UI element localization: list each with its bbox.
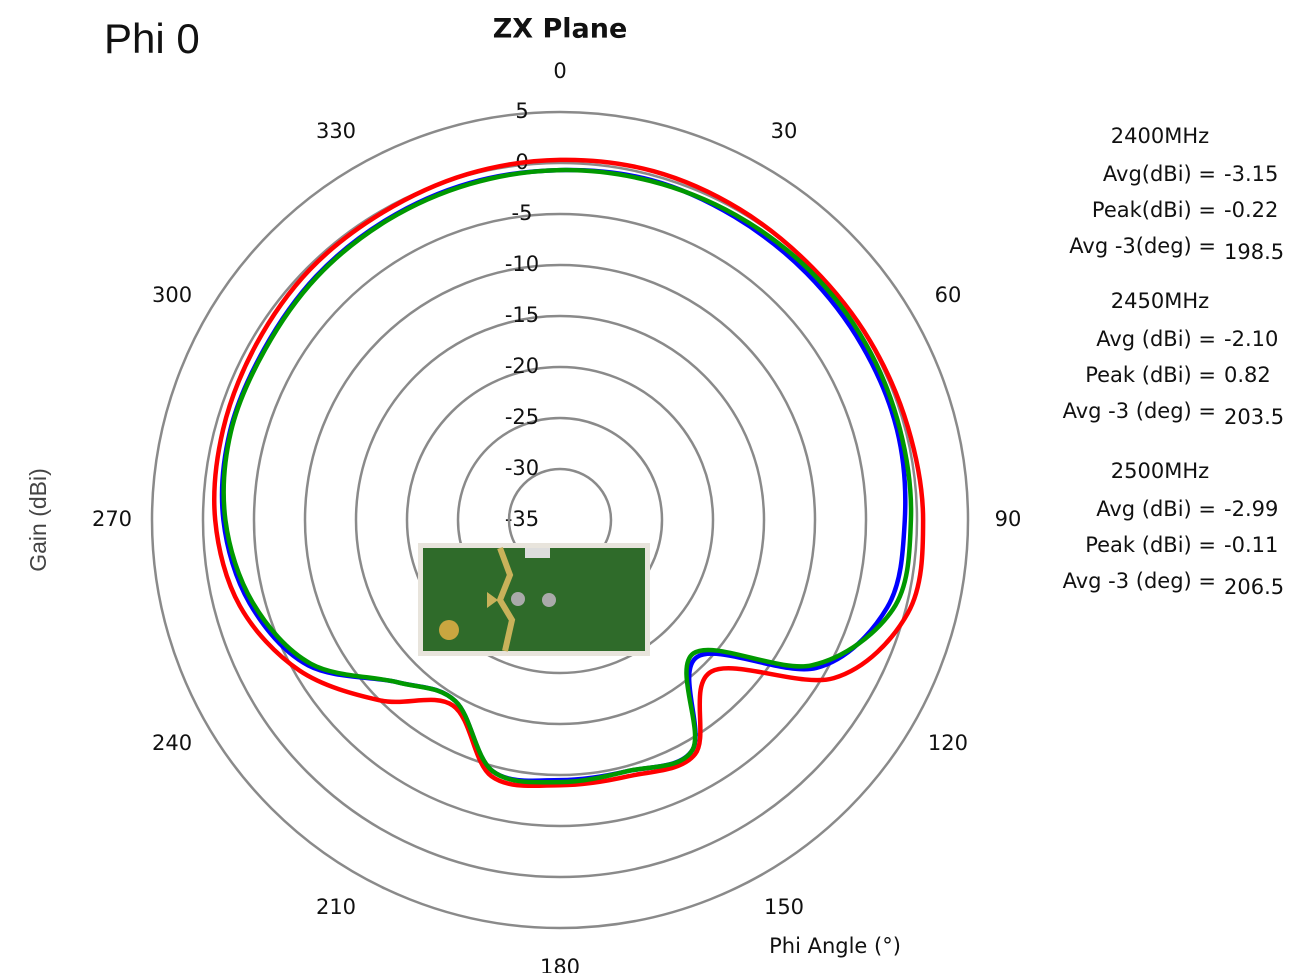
angle-tick-label: 330 — [316, 119, 356, 143]
stat-label: Avg (dBi) = — [1096, 327, 1216, 351]
curves — [212, 157, 926, 789]
gain-curve — [221, 167, 914, 785]
angle-tick-label: 30 — [771, 119, 798, 143]
stat-label: Avg(dBi) = — [1103, 162, 1216, 186]
legend-header: 2400MHz — [1111, 124, 1209, 148]
pcb-part — [542, 593, 556, 607]
radial-tick-label: 5 — [515, 99, 528, 123]
x-axis-label: Phi Angle (°) — [769, 934, 901, 958]
stat-label: Avg (dBi) = — [1096, 497, 1216, 521]
angle-tick-label: 270 — [92, 507, 132, 531]
grid-ring — [303, 263, 817, 777]
gain-curve — [212, 157, 926, 789]
pcb-pad — [439, 620, 459, 640]
grid-ring — [354, 314, 766, 726]
radial-tick-label: -10 — [505, 252, 539, 276]
stat-value: -2.99 — [1224, 497, 1278, 521]
stat-label: Avg -3(deg) = — [1069, 234, 1216, 258]
angle-tick-label: 60 — [935, 283, 962, 307]
angle-tick-label: 150 — [764, 895, 804, 919]
stat-label: Peak (dBi) = — [1085, 533, 1216, 557]
grid: 0306090120150180210240270300330-35-30-25… — [92, 59, 1021, 973]
stat-label: Avg -3 (deg) = — [1063, 569, 1216, 593]
angle-tick-label: 210 — [316, 895, 356, 919]
pcb-arrow — [487, 592, 498, 608]
chart-title: ZX Plane — [493, 14, 628, 45]
radial-tick-label: -15 — [505, 303, 539, 327]
radial-tick-label: -25 — [505, 405, 539, 429]
radial-tick-label: -5 — [512, 201, 533, 225]
angle-tick-label: 300 — [152, 283, 192, 307]
grid-ring — [405, 365, 715, 675]
y-axis-label: Gain (dBi) — [25, 468, 51, 572]
pcb-connector — [525, 548, 550, 558]
angle-tick-label: 120 — [928, 731, 968, 755]
stat-label: Peak(dBi) = — [1092, 198, 1216, 222]
pcb-trace — [496, 546, 516, 652]
stat-value: 0.82 — [1224, 363, 1271, 387]
angle-tick-label: 0 — [553, 59, 566, 83]
stat-value: 198.5 — [1224, 240, 1284, 264]
radial-tick-label: -30 — [505, 456, 539, 480]
grid-ring — [201, 161, 919, 879]
stat-value: -0.11 — [1224, 533, 1278, 557]
stat-value: -0.22 — [1224, 198, 1278, 222]
angle-tick-label: 240 — [152, 731, 192, 755]
pcb-photo — [418, 543, 650, 656]
stat-value: -2.10 — [1224, 327, 1278, 351]
grid-ring — [150, 110, 970, 930]
stat-value: -3.15 — [1224, 162, 1278, 186]
plane-label: Phi 0 — [104, 15, 200, 62]
grid-ring — [252, 212, 868, 828]
angle-tick-label: 90 — [995, 507, 1022, 531]
legend-header: 2450MHz — [1111, 289, 1209, 313]
legend-header: 2500MHz — [1111, 459, 1209, 483]
stat-value: 203.5 — [1224, 405, 1284, 429]
stats: 2400MHz Avg(dBi) = -3.15 Peak(dBi) = -0.22 Av… — [1063, 124, 1285, 599]
radial-tick-label: -20 — [505, 354, 539, 378]
stat-label: Avg -3 (deg) = — [1063, 399, 1216, 423]
angle-tick-label: 180 — [540, 955, 580, 973]
stat-value: 206.5 — [1224, 575, 1284, 599]
stat-label: Peak (dBi) = — [1085, 363, 1216, 387]
pcb-board — [423, 548, 645, 651]
pcb-part — [511, 592, 525, 606]
